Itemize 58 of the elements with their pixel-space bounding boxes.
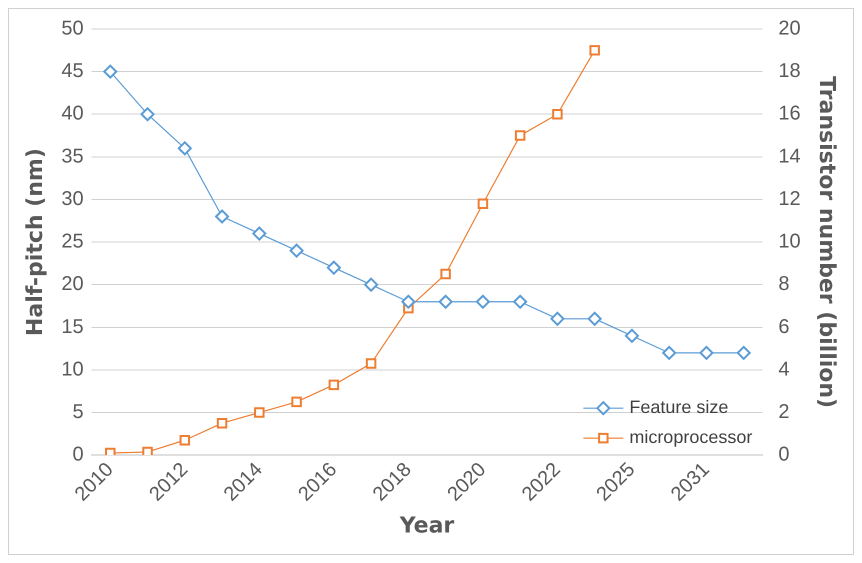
point [103,64,118,79]
point [589,45,600,56]
y-tick-label: 35 [61,145,84,168]
point [624,328,639,343]
point [588,312,602,326]
y-tick-label: 40 [61,102,84,125]
legend-label: Feature size [629,397,728,418]
point [699,346,714,360]
y2-tick-label: 0 [778,444,790,466]
point [215,210,230,224]
y2-tick-label: 8 [778,273,790,296]
point [326,260,341,275]
y-tick-label: 10 [61,358,84,380]
point [478,198,488,209]
y2-tick-label: 12 [778,188,801,210]
y2-tick-label: 14 [778,145,801,168]
point [364,278,378,292]
point [662,346,676,360]
y2-tick-label: 20 [778,18,801,40]
y2-tick-label: 6 [778,316,790,338]
legend-label: microprocessor [629,427,752,448]
point [513,294,528,309]
y2-tick-label: 4 [778,358,790,380]
y-tick-label: 30 [61,188,84,210]
point [550,312,564,326]
point [290,244,304,258]
point [440,268,451,280]
y2-tick-label: 10 [778,230,801,253]
point [216,418,228,428]
y-tick-label: 20 [61,273,84,296]
point [252,226,266,241]
y-tick-label: 0 [72,444,84,466]
point [291,396,302,408]
point [140,107,155,122]
point [254,407,265,418]
point [142,446,153,456]
x-axis-title: Year [398,514,454,539]
point [401,294,416,309]
y2-tick-label: 2 [778,401,790,424]
y-tick-label: 15 [61,316,84,338]
y-tick-label: 25 [61,230,84,253]
point [552,108,563,120]
y2-tick-label: 18 [778,60,801,82]
y-tick-label: 5 [72,401,84,424]
point [328,380,340,390]
point [514,130,526,141]
point [180,435,190,446]
point [438,294,453,309]
y-tick-label: 50 [61,18,84,40]
y2-tick-label: 16 [778,102,801,125]
point [105,448,116,456]
y-axis-title: Half-pitch (nm) [22,148,48,336]
y2-axis-title: Transistor number (billion) [814,76,840,408]
point [178,141,192,156]
point [736,346,751,360]
point [476,294,490,309]
point [366,358,376,369]
y-tick-label: 45 [61,60,84,82]
